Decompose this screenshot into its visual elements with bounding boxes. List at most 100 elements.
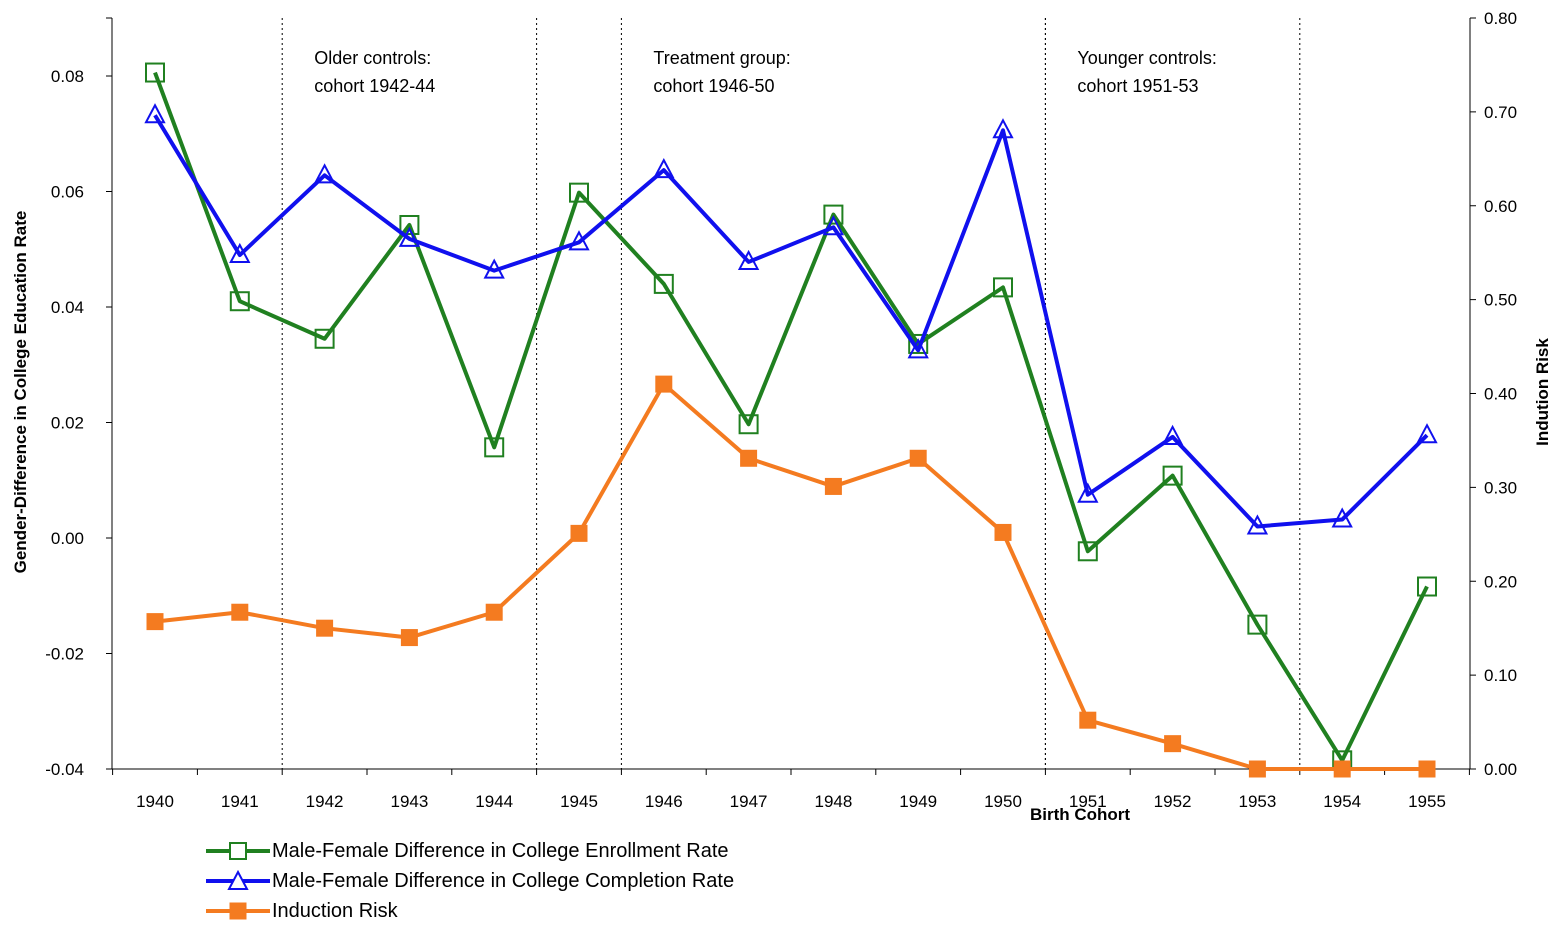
data-point-completion bbox=[1246, 514, 1269, 535]
data-point-completion bbox=[1077, 482, 1099, 503]
x-tick-label: 1944 bbox=[475, 792, 513, 811]
left-tick-label: -0.04 bbox=[45, 760, 84, 779]
x-tick-label: 1955 bbox=[1408, 792, 1446, 811]
data-point-induction bbox=[655, 375, 673, 393]
data-point-completion bbox=[907, 338, 929, 359]
data-point-completion bbox=[568, 230, 590, 251]
data-point-induction bbox=[146, 613, 164, 631]
data-point-enrollment bbox=[1077, 541, 1098, 562]
series-line-2 bbox=[154, 382, 1427, 771]
x-tick-label: 1945 bbox=[560, 792, 598, 811]
right-tick-label: 0.70 bbox=[1484, 103, 1517, 122]
data-point-enrollment bbox=[314, 328, 335, 349]
region-annotations: Older controls: cohort 1942-44 Treatment g… bbox=[314, 48, 1217, 96]
x-tick-label: 1950 bbox=[984, 792, 1022, 811]
region-dividers bbox=[281, 18, 1301, 769]
left-tick-label: 0.00 bbox=[51, 529, 84, 548]
series-line-1 bbox=[153, 114, 1429, 529]
series-line-0 bbox=[153, 71, 1429, 763]
data-point-completion bbox=[144, 103, 166, 124]
data-point-induction bbox=[1333, 760, 1351, 778]
x-tick-label: 1942 bbox=[306, 792, 344, 811]
region-annotation-line: cohort 1942-44 bbox=[314, 76, 435, 96]
data-point-enrollment bbox=[1417, 576, 1437, 597]
data-point-enrollment bbox=[484, 437, 505, 458]
legend: Male-Female Difference in College Enroll… bbox=[206, 836, 734, 926]
data-point-enrollment bbox=[1247, 614, 1268, 635]
data-point-enrollment bbox=[908, 333, 929, 354]
legend-item-induction: Induction Risk bbox=[206, 896, 734, 926]
chart: 0.080.060.040.020.00-0.02-0.04 0.800.700… bbox=[11, 9, 1552, 824]
left-tick-label: 0.02 bbox=[51, 414, 84, 433]
data-point-enrollment bbox=[145, 62, 165, 83]
y2-axis-title: Indution Risk bbox=[1533, 338, 1552, 446]
right-tick-label: 0.30 bbox=[1484, 478, 1517, 497]
x-tick-label: 1943 bbox=[390, 792, 428, 811]
data-point-enrollment bbox=[738, 414, 759, 435]
x-tick-label: 1953 bbox=[1238, 792, 1276, 811]
region-annotation-line: cohort 1951-53 bbox=[1077, 76, 1198, 96]
right-tick-label: 0.50 bbox=[1484, 291, 1517, 310]
data-point-completion bbox=[398, 226, 421, 247]
x-tick-label: 1952 bbox=[1154, 792, 1192, 811]
data-point-induction bbox=[740, 449, 758, 467]
data-point-induction bbox=[824, 477, 842, 495]
data-point-completion bbox=[653, 157, 675, 179]
left-axis-ticks: 0.08 0.06 0.04 0.02 0.00 -0.02 -0.04 bbox=[45, 17, 112, 779]
x-tick-label: 1954 bbox=[1323, 792, 1361, 811]
legend-item-completion: Male-Female Difference in College Comple… bbox=[206, 866, 734, 896]
data-point-induction bbox=[485, 603, 503, 621]
left-tick-label: 0.06 bbox=[51, 183, 84, 202]
legend-item-enrollment: Male-Female Difference in College Enroll… bbox=[206, 836, 734, 866]
right-tick-label: 0.00 bbox=[1484, 760, 1517, 779]
region-annotation: Younger controls: cohort 1951-53 bbox=[1077, 48, 1216, 96]
data-point-induction bbox=[1248, 760, 1266, 778]
series-layer bbox=[144, 62, 1438, 778]
data-point-completion bbox=[483, 258, 505, 279]
legend-label-enrollment: Male-Female Difference in College Enroll… bbox=[272, 839, 729, 862]
data-point-enrollment bbox=[653, 273, 674, 294]
data-point-induction bbox=[316, 619, 334, 637]
data-point-completion bbox=[1161, 424, 1184, 445]
region-annotation-line: Treatment group: bbox=[653, 48, 790, 68]
data-point-induction bbox=[1164, 735, 1182, 753]
x-axis-title: Birth Cohort bbox=[1030, 805, 1130, 824]
region-annotation: Treatment group: cohort 1946-50 bbox=[653, 48, 790, 96]
legend-swatch-enrollment bbox=[206, 842, 270, 860]
data-point-induction bbox=[1079, 711, 1097, 729]
region-annotation: Older controls: cohort 1942-44 bbox=[314, 48, 435, 96]
data-point-induction bbox=[994, 523, 1012, 541]
data-point-completion bbox=[1331, 507, 1353, 528]
data-point-enrollment bbox=[569, 182, 589, 203]
region-annotation-line: Older controls: bbox=[314, 48, 431, 68]
x-tick-label: 1946 bbox=[645, 792, 683, 811]
legend-swatch-induction bbox=[206, 902, 270, 920]
data-point-completion bbox=[822, 215, 845, 236]
left-tick-label: 0.04 bbox=[51, 298, 84, 317]
y-axis-title: Gender-Difference in College Education R… bbox=[11, 211, 30, 574]
data-point-enrollment bbox=[399, 214, 420, 235]
x-axis-ticks: 1940 1941 1942 1943 1944 1945 1946 1947 1948 1949… bbox=[112, 769, 1470, 811]
data-point-enrollment bbox=[229, 291, 250, 312]
data-point-completion bbox=[229, 242, 251, 264]
right-tick-label: 0.40 bbox=[1484, 385, 1517, 404]
data-point-induction bbox=[1418, 760, 1436, 778]
right-tick-label: 0.10 bbox=[1484, 666, 1517, 685]
data-point-enrollment bbox=[1162, 465, 1183, 486]
region-annotation-line: Younger controls: bbox=[1077, 48, 1216, 68]
right-tick-label: 0.20 bbox=[1484, 572, 1517, 591]
legend-label-induction: Induction Risk bbox=[272, 899, 398, 922]
x-tick-label: 1947 bbox=[730, 792, 768, 811]
axes bbox=[111, 18, 1471, 770]
left-tick-label: -0.02 bbox=[45, 645, 84, 664]
legend-label-completion: Male-Female Difference in College Comple… bbox=[272, 869, 735, 892]
x-tick-label: 1951 bbox=[1069, 792, 1107, 811]
data-point-induction bbox=[909, 449, 927, 467]
x-tick-label: 1949 bbox=[899, 792, 937, 811]
data-point-completion bbox=[992, 118, 1014, 139]
data-point-induction bbox=[231, 603, 249, 621]
x-tick-label: 1941 bbox=[221, 792, 259, 811]
right-tick-label: 0.80 bbox=[1484, 9, 1517, 28]
data-point-completion bbox=[737, 249, 760, 270]
region-annotation-line: cohort 1946-50 bbox=[653, 76, 774, 96]
